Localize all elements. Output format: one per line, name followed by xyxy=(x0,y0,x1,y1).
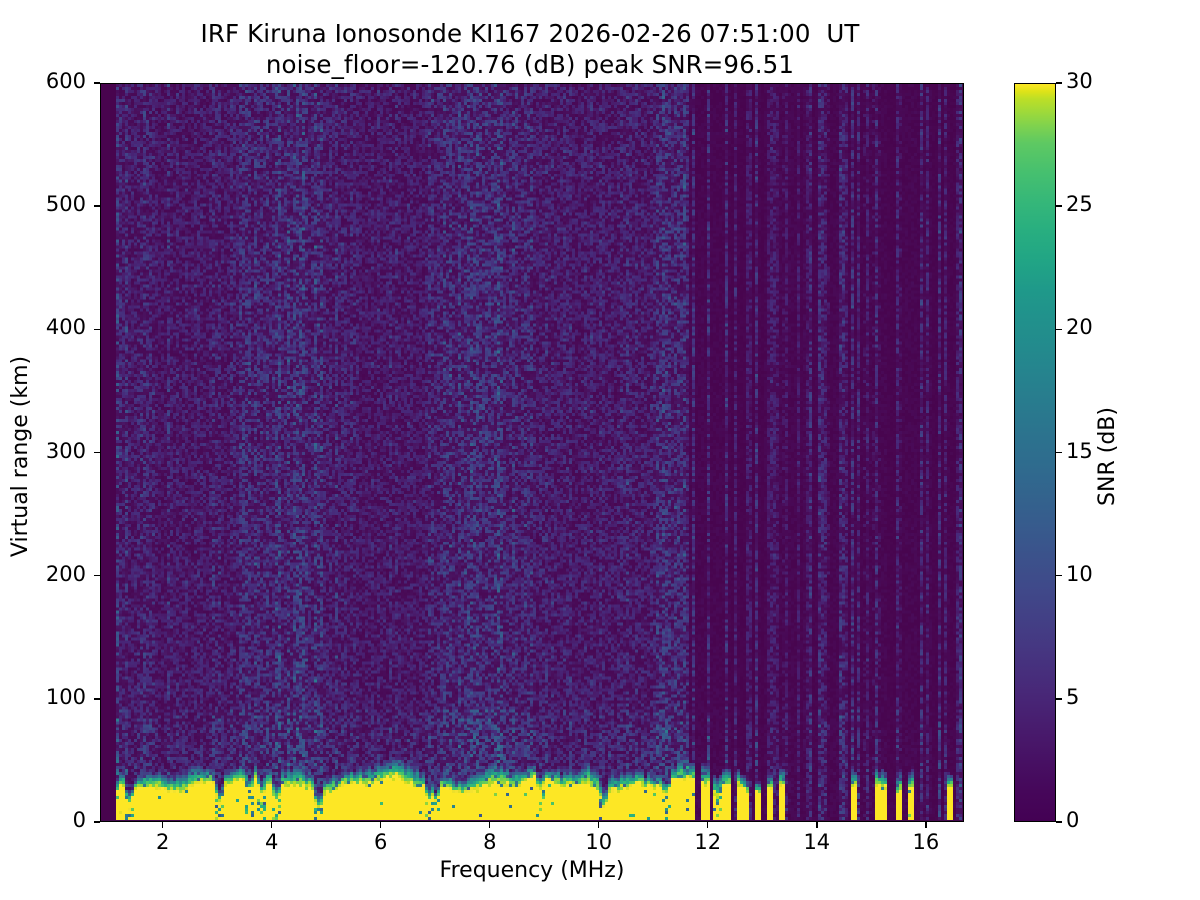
x-tick-mark xyxy=(707,822,709,828)
y-tick-label: 500 xyxy=(45,192,86,217)
x-axis-label: Frequency (MHz) xyxy=(439,858,625,883)
y-tick-label: 100 xyxy=(45,684,86,709)
x-tick-label: 6 xyxy=(374,830,388,854)
x-tick-mark xyxy=(489,822,491,828)
x-tick-mark xyxy=(271,822,273,828)
x-tick-label: 10 xyxy=(585,830,613,854)
x-tick-mark xyxy=(598,822,600,828)
x-tick-mark xyxy=(161,822,164,828)
x-tick-label: 12 xyxy=(694,830,722,854)
colorbar-tick-label: 25 xyxy=(1066,192,1093,217)
title-line-1: IRF Kiruna Ionosonde KI167 2026-02-26 07… xyxy=(200,19,860,48)
colorbar-tick-label: 20 xyxy=(1066,315,1093,340)
y-tick-label: 0 xyxy=(72,808,86,832)
y-tick-label: 300 xyxy=(45,438,86,463)
y-tick-mark xyxy=(94,205,100,207)
colorbar-tick-mark xyxy=(1056,821,1062,823)
title-line-2: noise_floor=-120.76 (dB) peak SNR=96.51 xyxy=(265,50,795,80)
colorbar-tick-label: 10 xyxy=(1066,561,1093,586)
colorbar-tick-mark xyxy=(1056,205,1062,207)
colorbar-tick-mark xyxy=(1056,82,1062,84)
heatmap-plot-area xyxy=(100,83,964,822)
x-tick-mark xyxy=(380,822,382,828)
colorbar-gradient xyxy=(1014,83,1056,822)
x-tick-mark xyxy=(816,822,818,828)
colorbar-tick-mark xyxy=(1056,328,1062,331)
x-tick-label: 8 xyxy=(483,830,497,854)
colorbar-tick-label: 15 xyxy=(1066,438,1093,463)
colorbar-label: SNR (dB) xyxy=(1095,407,1120,506)
y-axis-label: Virtual range (km) xyxy=(8,355,33,558)
x-tick-label: 16 xyxy=(912,830,940,854)
colorbar xyxy=(1014,83,1056,822)
x-tick-mark xyxy=(925,822,927,828)
colorbar-tick-label: 0 xyxy=(1066,808,1080,832)
y-tick-mark xyxy=(94,574,100,577)
x-tick-label: 14 xyxy=(803,830,831,854)
ionogram-heatmap-canvas xyxy=(101,84,962,820)
y-tick-label: 400 xyxy=(45,315,86,340)
y-tick-mark xyxy=(94,821,100,823)
colorbar-tick-mark xyxy=(1056,698,1062,700)
colorbar-tick-label: 5 xyxy=(1066,684,1080,709)
x-tick-label: 2 xyxy=(156,830,170,854)
y-tick-mark xyxy=(94,698,100,700)
colorbar-tick-label: 30 xyxy=(1066,69,1093,93)
colorbar-tick-mark xyxy=(1056,451,1062,454)
y-tick-mark xyxy=(94,328,100,331)
figure-title: IRF Kiruna Ionosonde KI167 2026-02-26 07… xyxy=(0,18,1060,81)
y-tick-mark xyxy=(94,82,100,84)
colorbar-tick-mark xyxy=(1056,574,1062,577)
y-tick-mark xyxy=(94,451,100,454)
x-tick-label: 4 xyxy=(265,830,279,854)
y-tick-label: 600 xyxy=(45,69,86,93)
y-tick-label: 200 xyxy=(45,561,86,586)
